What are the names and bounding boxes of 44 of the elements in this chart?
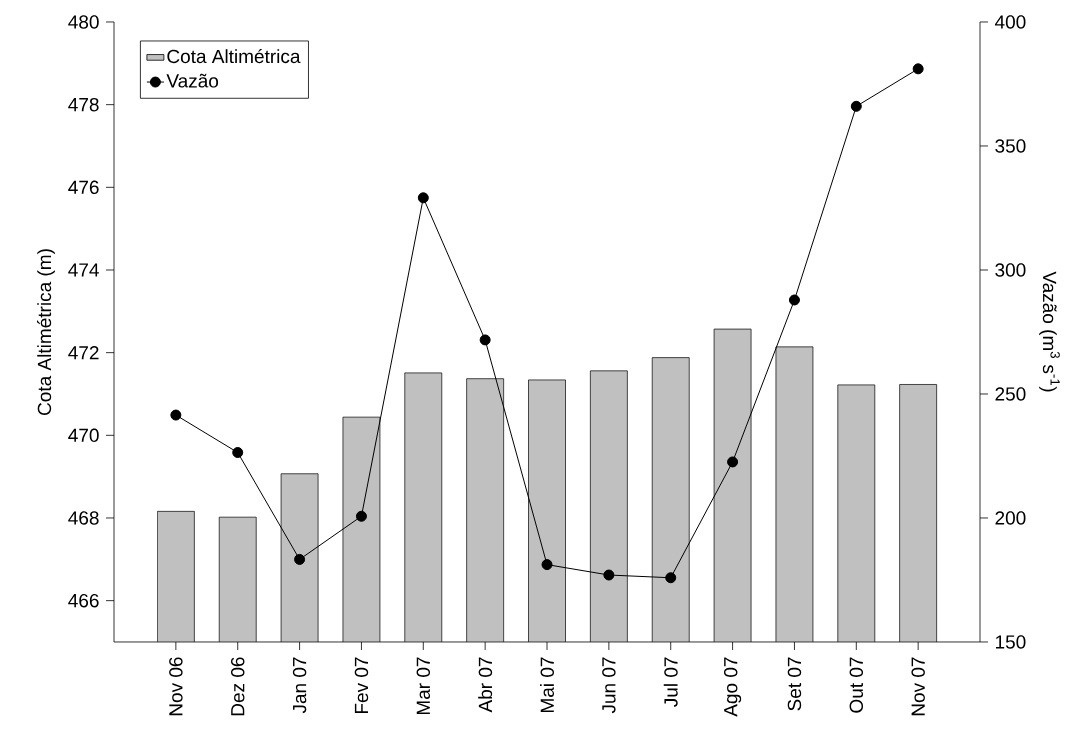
point bbox=[479, 334, 491, 346]
x-tick-label: Jun 07 bbox=[602, 657, 616, 714]
x-tick-label: Ago 07 bbox=[723, 657, 742, 717]
point bbox=[355, 510, 367, 522]
x-tick-label: Fev 07 bbox=[354, 657, 369, 714]
x-tick-label: Set 07 bbox=[787, 657, 802, 711]
x-tick-label: Jan 07 bbox=[292, 657, 307, 714]
x-tick-label: Nov 06 bbox=[169, 657, 183, 716]
y-tick-label: 470 bbox=[68, 428, 99, 443]
x-tick-label: Mar 07 bbox=[416, 657, 431, 715]
x-tick-label: Abr 07 bbox=[478, 657, 493, 713]
y2-tick-label: 150 bbox=[996, 635, 1026, 649]
point bbox=[541, 559, 553, 571]
x-tick-label: Out 07 bbox=[849, 657, 864, 713]
point bbox=[170, 409, 182, 421]
point bbox=[603, 569, 615, 581]
y-tick-label: 478 bbox=[68, 97, 99, 112]
point bbox=[232, 447, 244, 459]
y-tick-label: 480 bbox=[68, 15, 99, 29]
x-tick-label: Nov 07 bbox=[911, 657, 925, 716]
x-tick-label: Jul 07 bbox=[663, 657, 678, 707]
y-tick-label: 476 bbox=[68, 180, 99, 195]
y2-tick-label: 300 bbox=[995, 263, 1026, 277]
y2-axis-title: Vazão (m$^{3}$ s$^{-1}$) bbox=[1039, 271, 1060, 392]
legend-label: Cota Altimétrica bbox=[167, 48, 301, 64]
y-tick-label: 472 bbox=[68, 346, 99, 360]
x-tick-label: Mai 07 bbox=[540, 657, 554, 712]
y2-tick-label: 250 bbox=[995, 387, 1026, 401]
y2-tick-label: 350 bbox=[995, 139, 1026, 153]
point bbox=[294, 553, 306, 565]
y-tick-label: 466 bbox=[68, 593, 99, 608]
y2-tick-label: 400 bbox=[994, 15, 1026, 29]
y-axis-title: Cota Altimétrica (m) bbox=[36, 249, 55, 415]
y2-tick-label: 200 bbox=[995, 511, 1026, 525]
y-tick-label: 474 bbox=[68, 263, 99, 277]
point bbox=[788, 294, 800, 306]
point bbox=[665, 572, 677, 584]
point bbox=[727, 456, 739, 468]
point bbox=[417, 192, 429, 204]
legend-label: Vazão bbox=[166, 73, 219, 88]
y-tick-label: 468 bbox=[68, 511, 99, 525]
point bbox=[850, 100, 862, 112]
x-tick-label: Dez 06 bbox=[231, 657, 245, 716]
point bbox=[912, 63, 924, 75]
